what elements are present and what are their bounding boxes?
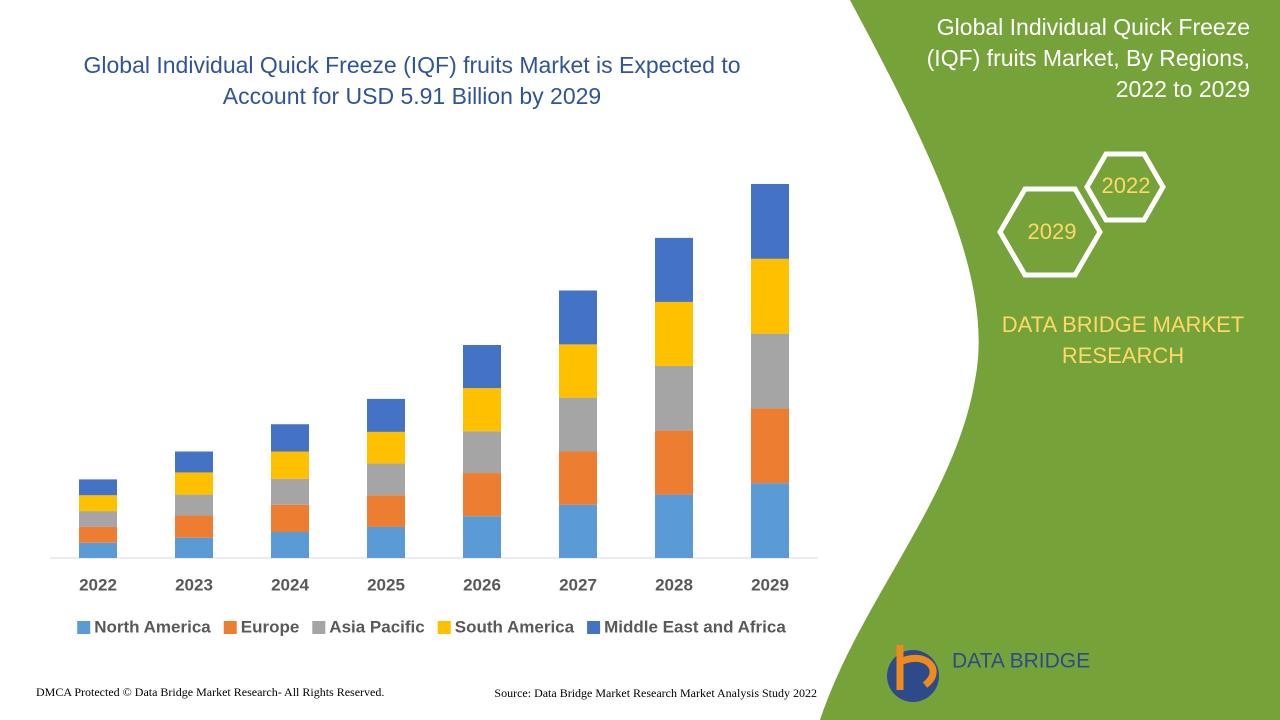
bar-segment <box>175 494 213 516</box>
bar-segment <box>79 495 117 512</box>
footer-right: Source: Data Bridge Market Research Mark… <box>494 686 817 700</box>
legend-swatch <box>223 621 237 634</box>
x-tick-label: 2022 <box>79 575 117 594</box>
side-title-text: Global Individual Quick Freeze (IQF) frui… <box>927 14 1250 102</box>
bar-segment <box>367 495 405 527</box>
bar-segment <box>271 424 309 452</box>
bar-segment <box>79 542 117 558</box>
legend-swatch <box>312 621 326 634</box>
bar-segment <box>559 344 597 398</box>
bar-segment <box>463 516 501 558</box>
bar-segment <box>559 290 597 345</box>
logo-text: DATA BRIDGE <box>952 650 1090 673</box>
bar-segment <box>751 258 789 334</box>
logo: DATA BRIDGE <box>887 645 1090 702</box>
bar-segment <box>751 184 789 259</box>
x-tick-label: 2027 <box>559 575 597 594</box>
bar-segment <box>751 483 789 558</box>
bar-segment <box>271 504 309 533</box>
bar-segment <box>655 494 693 558</box>
bar-segment <box>367 463 405 496</box>
chart-title-text: Global Individual Quick Freeze (IQF) fru… <box>83 52 740 109</box>
bar-segment <box>175 451 213 473</box>
side-panel-bg <box>820 0 1280 720</box>
legend-label: South America <box>455 617 575 636</box>
hex-label: 2022 <box>1102 173 1151 198</box>
bar-segment <box>463 431 501 474</box>
bar-segment <box>559 397 597 452</box>
bar-segment <box>271 532 309 558</box>
bar-segment <box>655 301 693 366</box>
legend-swatch <box>437 621 451 634</box>
chart-title: Global Individual Quick Freeze (IQF) fru… <box>83 52 740 109</box>
bar-segment <box>175 472 213 495</box>
brand-text: DATA BRIDGE MARKET RESEARCH <box>1002 312 1244 368</box>
brand: DATA BRIDGE MARKET RESEARCH <box>1002 312 1244 368</box>
bar-segment <box>79 479 117 496</box>
bar-segment <box>463 345 501 389</box>
x-tick-label: 2029 <box>751 575 789 594</box>
bar-segment <box>559 504 597 558</box>
footer-left: DMCA Protected © Data Bridge Market Rese… <box>36 685 384 699</box>
legend-swatch <box>587 621 601 634</box>
bar-segment <box>655 430 693 495</box>
side-title: Global Individual Quick Freeze (IQF) frui… <box>927 14 1250 102</box>
legend-label: Europe <box>241 617 300 636</box>
bar-segment <box>655 237 693 302</box>
x-tick-label: 2024 <box>271 575 309 594</box>
legend-label: Middle East and Africa <box>604 617 786 636</box>
bar-segment <box>79 526 117 543</box>
bar-segment <box>271 451 309 479</box>
bar-segment <box>175 515 213 538</box>
bar-segment <box>655 365 693 431</box>
x-tick-label: 2023 <box>175 575 213 594</box>
bar-segment <box>463 473 501 517</box>
legend-label: Asia Pacific <box>329 617 424 636</box>
x-tick-label: 2028 <box>655 575 693 594</box>
x-tick-label: 2026 <box>463 575 501 594</box>
hexagon <box>1084 151 1166 223</box>
legend: North America Europe Asia Pacific South Ame… <box>77 617 786 636</box>
bar-segment <box>367 526 405 558</box>
bar-segment <box>751 408 789 484</box>
legend-label: North America <box>94 617 211 636</box>
x-tick-label: 2025 <box>367 575 405 594</box>
hex-label: 2029 <box>1028 219 1077 244</box>
bar-segment <box>367 431 405 464</box>
bar-segment <box>559 451 597 505</box>
bar-segment <box>175 537 213 558</box>
bar-segment <box>271 478 309 505</box>
bar-segment <box>463 388 501 432</box>
bar-segment <box>79 511 117 527</box>
hexagon <box>997 186 1103 278</box>
bar-segment <box>367 398 405 432</box>
logo-mark <box>896 645 937 690</box>
legend-swatch <box>77 621 91 634</box>
bar-segment <box>751 333 789 409</box>
